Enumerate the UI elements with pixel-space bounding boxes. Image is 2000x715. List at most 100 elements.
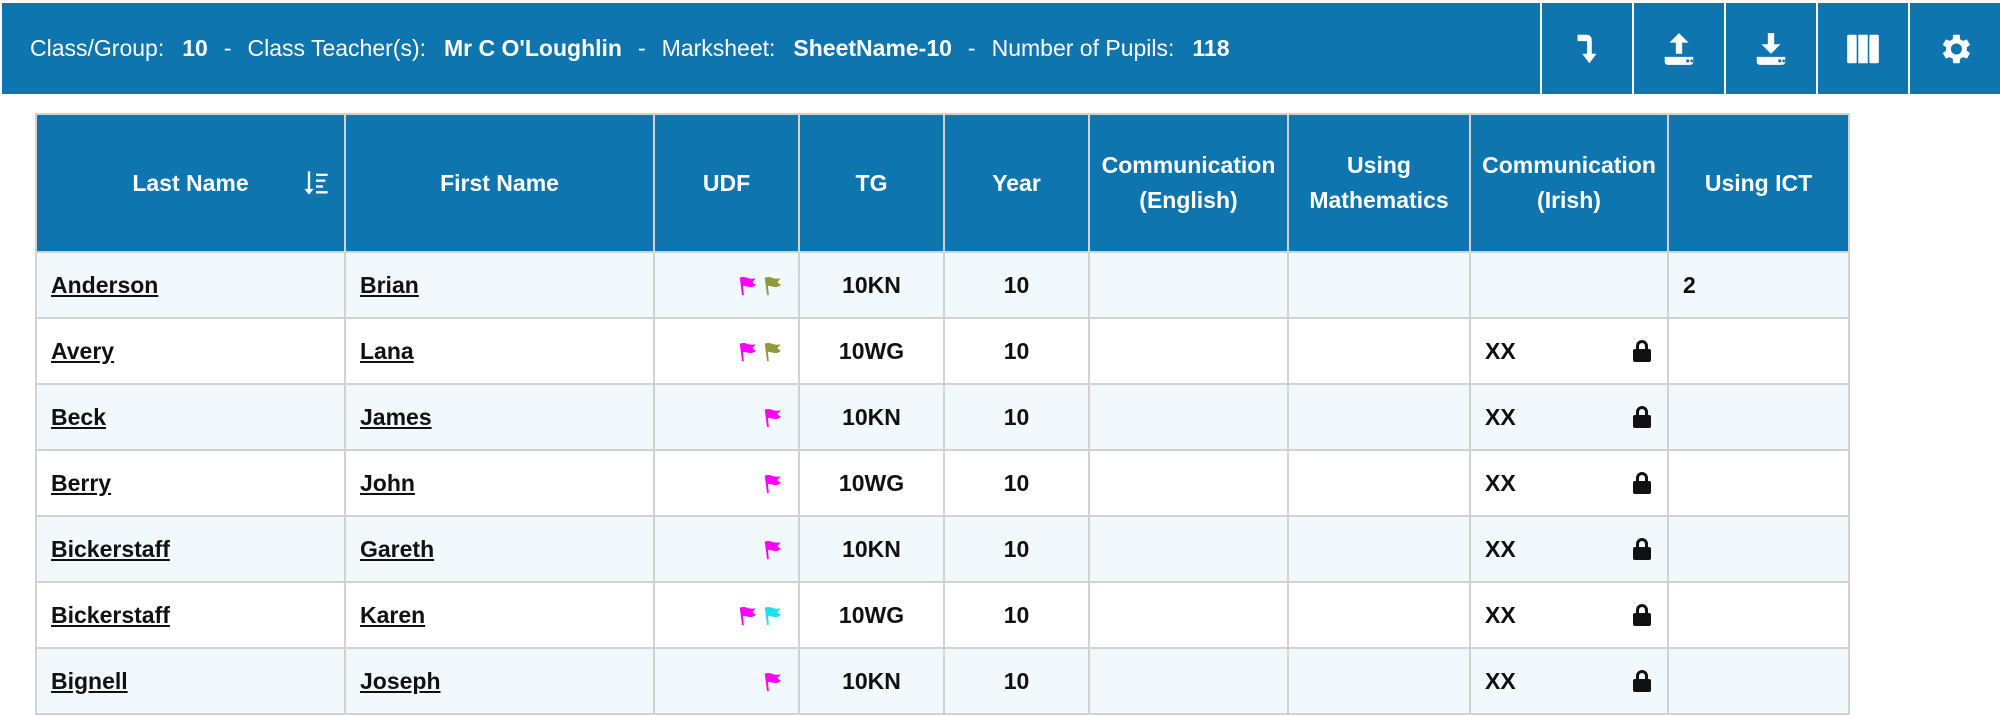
column-header-year[interactable]: Year [943, 113, 1090, 253]
pupil-first-name-link[interactable]: Lana [360, 337, 414, 364]
udf-cell [653, 251, 800, 319]
communication-english-cell[interactable] [1088, 317, 1289, 385]
pupil-last-name-link[interactable]: Anderson [51, 271, 159, 298]
flag-icon[interactable] [737, 275, 759, 297]
pupil-first-name-link[interactable]: Karen [360, 601, 426, 628]
table-row: Bickerstaff Karen 10WG 10 XX [35, 581, 1850, 649]
communication-irish-cell[interactable]: XX [1469, 581, 1669, 649]
using-ict-cell[interactable] [1667, 317, 1850, 385]
communication-english-cell[interactable] [1088, 383, 1289, 451]
pupil-first-name-link[interactable]: Brian [360, 271, 419, 298]
using-mathematics-cell[interactable] [1287, 515, 1471, 583]
column-header-using-ict[interactable]: Using ICT [1667, 113, 1850, 253]
column-header-first-name[interactable]: First Name [344, 113, 655, 253]
flag-icon[interactable] [762, 473, 784, 495]
settings-button[interactable] [1908, 3, 2000, 94]
using-mathematics-cell[interactable] [1287, 383, 1471, 451]
last-name-cell: Bignell [35, 647, 346, 715]
column-header-using-mathematics[interactable]: Using Mathematics [1287, 113, 1471, 253]
using-ict-cell[interactable] [1667, 383, 1850, 451]
tg-cell: 10KN [798, 251, 945, 319]
using-mathematics-cell[interactable] [1287, 449, 1471, 517]
pupil-last-name-link[interactable]: Bignell [51, 667, 128, 694]
communication-irish-cell[interactable]: XX [1469, 383, 1669, 451]
marksheet-value: SheetName-10 [793, 35, 952, 61]
jump-button[interactable] [1540, 3, 1632, 94]
communication-english-cell[interactable] [1088, 647, 1289, 715]
first-name-cell: John [344, 449, 655, 517]
communication-irish-cell[interactable] [1469, 251, 1669, 319]
download-button[interactable] [1724, 3, 1816, 94]
udf-cell [653, 317, 800, 385]
pupil-first-name-link[interactable]: Joseph [360, 667, 441, 694]
first-name-cell: Karen [344, 581, 655, 649]
column-header-last-name[interactable]: Last Name [35, 113, 346, 253]
pupil-first-name-link[interactable]: John [360, 469, 415, 496]
pupil-last-name-link[interactable]: Beck [51, 403, 106, 430]
lock-icon [1631, 339, 1653, 363]
flag-icon[interactable] [737, 605, 759, 627]
column-header-communication-english[interactable]: Communication (English) [1088, 113, 1289, 253]
pupil-first-name-link[interactable]: James [360, 403, 432, 430]
upload-button[interactable] [1632, 3, 1724, 94]
column-header-label: Communication (English) [1101, 152, 1276, 213]
using-mathematics-cell[interactable] [1287, 251, 1471, 319]
year-cell: 10 [943, 383, 1090, 451]
gear-icon [1942, 34, 1971, 63]
using-mathematics-cell[interactable] [1287, 581, 1471, 649]
using-mathematics-cell[interactable] [1287, 647, 1471, 715]
using-ict-cell[interactable] [1667, 449, 1850, 517]
column-header-label: Communication (Irish) [1482, 152, 1656, 213]
flag-icon[interactable] [762, 407, 784, 429]
communication-english-cell[interactable] [1088, 449, 1289, 517]
column-header-tg[interactable]: TG [798, 113, 945, 253]
columns-button[interactable] [1816, 3, 1908, 94]
grade-value: XX [1485, 403, 1516, 430]
last-name-cell: Avery [35, 317, 346, 385]
flag-icon[interactable] [762, 671, 784, 693]
flag-icon[interactable] [762, 341, 784, 363]
separator: - [967, 35, 976, 61]
flag-icon[interactable] [737, 341, 759, 363]
pupil-first-name-link[interactable]: Gareth [360, 535, 435, 562]
table-row: Avery Lana 10WG 10 XX [35, 317, 1850, 385]
table-body: Anderson Brian 10KN 10 2 Avery Lana 10WG 10 XX Bec… [35, 251, 1850, 715]
communication-english-cell[interactable] [1088, 581, 1289, 649]
last-name-cell: Berry [35, 449, 346, 517]
last-name-cell: Beck [35, 383, 346, 451]
teacher-label: Class Teacher(s): [247, 35, 427, 61]
communication-irish-cell[interactable]: XX [1469, 317, 1669, 385]
column-header-communication-irish[interactable]: Communication (Irish) [1469, 113, 1669, 253]
pupil-last-name-link[interactable]: Bickerstaff [51, 601, 170, 628]
table-row: Beck James 10KN 10 XX [35, 383, 1850, 451]
sort-ascending-icon[interactable] [302, 169, 330, 197]
marksheet-table: Last Name First Name UDF TG Year Communi… [35, 113, 1850, 715]
communication-irish-cell[interactable]: XX [1469, 449, 1669, 517]
flag-icon[interactable] [762, 275, 784, 297]
first-name-cell: Gareth [344, 515, 655, 583]
communication-irish-cell[interactable]: XX [1469, 515, 1669, 583]
using-ict-cell[interactable] [1667, 515, 1850, 583]
using-ict-cell[interactable] [1667, 581, 1850, 649]
column-header-label: UDF [702, 169, 751, 196]
table-row: Bickerstaff Gareth 10KN 10 XX [35, 515, 1850, 583]
table-row: Anderson Brian 10KN 10 2 [35, 251, 1850, 319]
using-ict-cell[interactable] [1667, 647, 1850, 715]
communication-english-cell[interactable] [1088, 251, 1289, 319]
lock-icon [1631, 471, 1653, 495]
pupil-last-name-link[interactable]: Avery [51, 337, 115, 364]
column-header-udf[interactable]: UDF [653, 113, 800, 253]
using-ict-cell[interactable]: 2 [1667, 251, 1850, 319]
last-name-cell: Anderson [35, 251, 346, 319]
pupil-last-name-link[interactable]: Bickerstaff [51, 535, 170, 562]
flag-icon[interactable] [762, 539, 784, 561]
grade-value: XX [1485, 337, 1516, 364]
first-name-cell: James [344, 383, 655, 451]
communication-irish-cell[interactable]: XX [1469, 647, 1669, 715]
download-icon [1756, 32, 1786, 65]
pupil-last-name-link[interactable]: Berry [51, 469, 112, 496]
communication-english-cell[interactable] [1088, 515, 1289, 583]
using-mathematics-cell[interactable] [1287, 317, 1471, 385]
udf-cell [653, 581, 800, 649]
flag-icon[interactable] [762, 605, 784, 627]
